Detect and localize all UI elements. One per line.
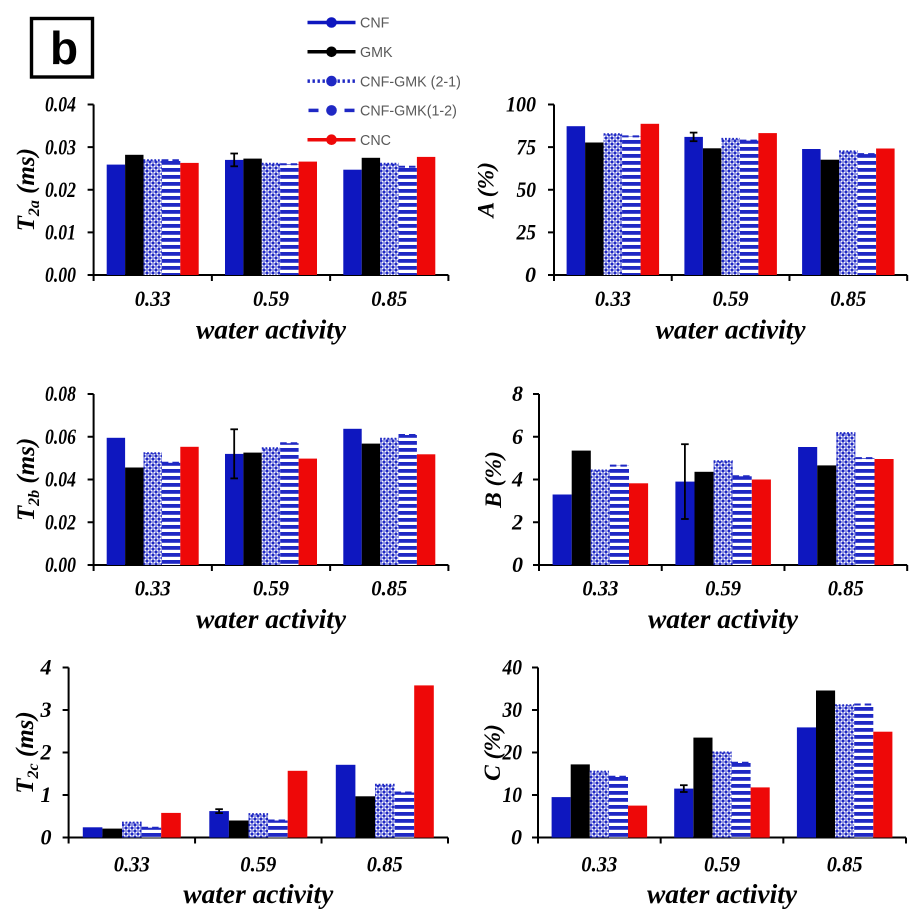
svg-text:1: 1: [41, 782, 52, 807]
svg-text:0.03: 0.03: [45, 134, 76, 159]
svg-text:water activity: water activity: [656, 315, 807, 345]
svg-text:0.01: 0.01: [45, 220, 76, 245]
svg-text:30: 30: [502, 697, 522, 722]
svg-text:0: 0: [512, 552, 523, 577]
svg-text:C (%): C (%): [480, 724, 506, 781]
svg-text:0.59: 0.59: [713, 286, 749, 311]
svg-text:0.33: 0.33: [135, 286, 171, 311]
svg-text:25: 25: [516, 220, 536, 245]
svg-text:2: 2: [511, 509, 523, 534]
svg-text:10: 10: [503, 782, 523, 807]
svg-text:B (%): B (%): [481, 451, 507, 509]
svg-text:4: 4: [40, 655, 52, 680]
svg-text:20: 20: [502, 740, 522, 765]
svg-text:CNF-GMK (2-1): CNF-GMK (2-1): [360, 74, 461, 90]
svg-text:0.59: 0.59: [704, 852, 740, 877]
svg-text:0: 0: [41, 825, 52, 850]
svg-text:T2a​ (ms): T2a​ (ms): [13, 148, 43, 231]
svg-text:T2c​ (ms): T2c​ (ms): [12, 711, 42, 793]
svg-text:0.59: 0.59: [705, 576, 741, 601]
svg-text:0.04: 0.04: [45, 92, 76, 117]
svg-text:A (%): A (%): [474, 162, 500, 219]
svg-text:0.08: 0.08: [45, 381, 76, 406]
svg-text:0.33: 0.33: [581, 852, 617, 877]
svg-text:T2b​ (ms): T2b​ (ms): [13, 438, 43, 521]
svg-text:GMK: GMK: [360, 45, 393, 61]
svg-text:0.85: 0.85: [367, 852, 403, 877]
svg-text:water activity: water activity: [196, 315, 347, 345]
svg-text:0.33: 0.33: [582, 576, 618, 601]
svg-text:0.04: 0.04: [45, 467, 76, 492]
svg-text:3: 3: [40, 697, 52, 722]
svg-text:water activity: water activity: [196, 604, 347, 634]
svg-text:6: 6: [512, 424, 523, 449]
svg-text:0.06: 0.06: [45, 424, 76, 449]
svg-text:0.85: 0.85: [830, 286, 866, 311]
svg-text:0.85: 0.85: [371, 576, 407, 601]
svg-text:water activity: water activity: [648, 604, 799, 634]
svg-text:0: 0: [511, 825, 522, 850]
svg-text:b: b: [50, 22, 78, 74]
svg-text:2: 2: [40, 740, 52, 765]
svg-text:water activity: water activity: [183, 879, 334, 909]
svg-text:CNF: CNF: [360, 16, 390, 32]
svg-text:8: 8: [512, 381, 523, 406]
svg-text:CNC: CNC: [360, 133, 391, 149]
svg-text:50: 50: [517, 177, 537, 202]
svg-text:100: 100: [506, 92, 536, 117]
svg-text:4: 4: [511, 467, 523, 492]
svg-text:0.59: 0.59: [253, 576, 289, 601]
svg-text:0.85: 0.85: [827, 852, 863, 877]
svg-text:0.02: 0.02: [45, 509, 76, 534]
svg-text:0: 0: [525, 262, 536, 287]
svg-text:0.59: 0.59: [253, 286, 289, 311]
svg-text:0.00: 0.00: [45, 262, 76, 287]
svg-text:0.85: 0.85: [828, 576, 864, 601]
svg-text:0.00: 0.00: [45, 552, 76, 577]
svg-text:CNF-GMK(1-2): CNF-GMK(1-2): [360, 104, 457, 120]
svg-text:75: 75: [517, 134, 537, 159]
svg-text:0.33: 0.33: [595, 286, 631, 311]
svg-text:40: 40: [502, 655, 522, 680]
svg-text:water activity: water activity: [647, 879, 798, 909]
svg-text:0.85: 0.85: [371, 286, 407, 311]
svg-text:0.33: 0.33: [114, 852, 150, 877]
svg-text:0.02: 0.02: [45, 177, 76, 202]
svg-text:0.33: 0.33: [135, 576, 171, 601]
svg-text:0.59: 0.59: [240, 852, 276, 877]
